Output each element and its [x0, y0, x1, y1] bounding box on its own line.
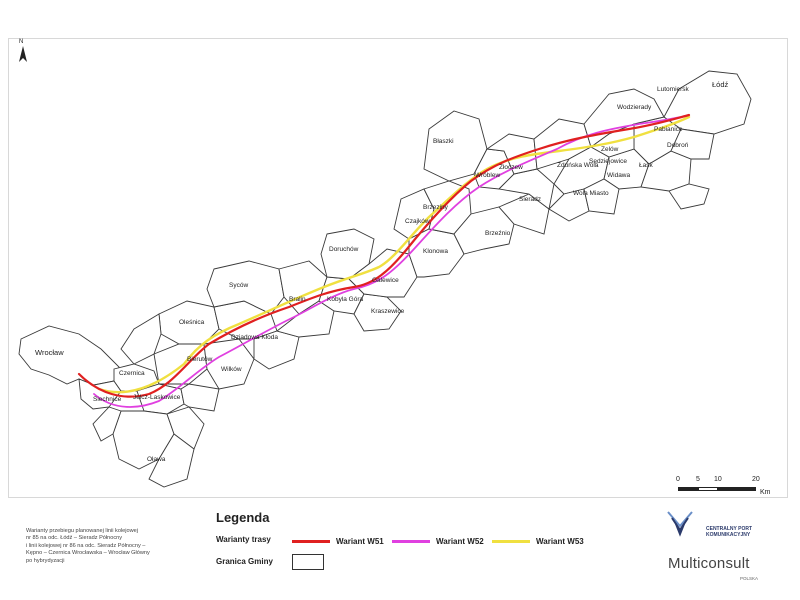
gmina-brzeznio [498, 193, 550, 235]
legend-boundary-swatch [292, 554, 324, 570]
place-label: Jelcz-Laskowice [133, 394, 181, 401]
legend-swatch-w53 [492, 539, 530, 543]
cpk-line2: KOMUNIKACYJNY [706, 532, 751, 538]
map-caption: Warianty przebiegu planowanej linii kole… [26, 528, 196, 565]
scale-tick: 0 [676, 476, 680, 483]
caption-line: po hybrydyzacji [26, 557, 65, 564]
legend-item-w52: Wariant W52 [392, 536, 484, 546]
scale-unit: Km [760, 489, 771, 496]
place-label: Bralin [289, 296, 306, 303]
legend-title: Legenda [216, 510, 270, 525]
place-label: Wróblew [475, 172, 500, 179]
place-label: Zduńska Wola [557, 162, 599, 169]
place-label: Lutomiersk [657, 86, 690, 93]
place-label: Bierutów [187, 356, 213, 363]
route-map[interactable]: Łódź Lutomiersk Wodzierady Pabianice Dobroń Ł… [9, 39, 787, 497]
place-label: Widawa [607, 172, 631, 179]
gmina-lodz [663, 70, 752, 135]
place-label: Dziadowa Kłoda [231, 334, 278, 341]
gmina-siechnice [78, 378, 122, 410]
north-arrow-icon [19, 46, 27, 62]
legend-routes-label: Warianty trasy [216, 535, 271, 544]
cpk-line1: CENTRALNY PORT [706, 526, 753, 532]
place-label: Kobyla Góra [327, 296, 364, 303]
legend-item-w53: Wariant W53 [492, 536, 584, 546]
legend-swatch-w51 [292, 539, 330, 543]
caption-line: i linii kolejowej nr 86 na odc. Sieradz … [26, 542, 146, 549]
scale-segment [678, 487, 698, 491]
caption-line: Warianty przebiegu planowanej linii kole… [26, 528, 139, 534]
cpk-logo-icon [667, 511, 693, 537]
place-label: Oława [147, 456, 166, 463]
place-label: Galewice [372, 277, 399, 284]
scale-tick: 20 [752, 476, 760, 483]
place-label: Brzeziny [423, 204, 449, 211]
gmina-south-4 [180, 383, 220, 412]
map-frame: Łódź Lutomiersk Wodzierady Pabianice Dobroń Ł… [8, 38, 788, 498]
place-label: Zelów [601, 146, 619, 153]
place-label: Sieradz [519, 196, 541, 203]
gmina-east-1 [670, 128, 715, 160]
legend-label-w53: Wariant W53 [536, 536, 584, 546]
legend-item-w51: Wariant W51 [292, 536, 384, 546]
gmina-wilkow [203, 338, 255, 390]
place-label: Wodzierady [617, 104, 652, 111]
scale-bar: 0 5 10 20 [676, 476, 776, 498]
route-variants [77, 113, 691, 408]
place-label: Czajków [405, 218, 430, 225]
place-label: Brzeźnio [485, 230, 511, 237]
scale-segment [718, 487, 756, 491]
place-label: Łódź [712, 80, 729, 89]
gmina-widawa [583, 178, 620, 215]
caption-line: Kępno – Czernica Wrocławska – Wrocław Gł… [26, 550, 150, 557]
scale-segment [698, 487, 718, 491]
place-label: Doruchów [329, 246, 359, 253]
multiconsult-sub: POLSKA [740, 576, 759, 581]
place-label: Pabianice [654, 126, 683, 133]
place-label: Czernica [119, 370, 145, 377]
gmina-south-2 [166, 406, 205, 450]
place-label: Wola Miasto [573, 190, 609, 197]
place-label: Sędziejowice [589, 158, 627, 165]
gmina-east-2 [668, 183, 710, 210]
place-label: Syców [229, 282, 248, 289]
place-label: Błaszki [433, 138, 454, 145]
gmina-boundaries [18, 70, 752, 488]
place-label: Złoczew [499, 164, 523, 171]
gmina-wroclaw [18, 325, 120, 386]
caption-line: nr 85 na odc. Łódź – Sieradz Północny [26, 535, 123, 542]
scale-tick: 5 [696, 476, 700, 483]
place-labels: Łódź Lutomiersk Wodzierady Pabianice Dobroń Ł… [35, 80, 729, 463]
place-label: Wrocław [35, 348, 64, 357]
place-label: Łask [639, 162, 653, 169]
north-label: N [19, 39, 24, 45]
legend-boundary-label: Granica Gminy [216, 557, 273, 566]
legend-label-w51: Wariant W51 [336, 536, 384, 546]
gmina-south-1 [92, 406, 122, 442]
place-label: Klonowa [423, 248, 448, 255]
place-label: Dobroń [667, 142, 689, 149]
gmina-south-3 [148, 433, 195, 488]
cpk-logo-text: CENTRALNY PORT KOMUNIKACYJNY [706, 526, 752, 538]
place-label: Siechnice [93, 396, 122, 403]
legend-swatch-w52 [392, 539, 430, 543]
route-w51 [77, 113, 691, 398]
route-w53 [97, 115, 691, 394]
multiconsult-logo: Multiconsult [668, 555, 750, 572]
place-label: Wilków [221, 366, 242, 373]
scale-tick: 10 [714, 476, 722, 483]
place-label: Oleśnica [179, 319, 205, 326]
legend-label-w52: Wariant W52 [436, 536, 484, 546]
place-label: Kraszewice [371, 308, 405, 315]
